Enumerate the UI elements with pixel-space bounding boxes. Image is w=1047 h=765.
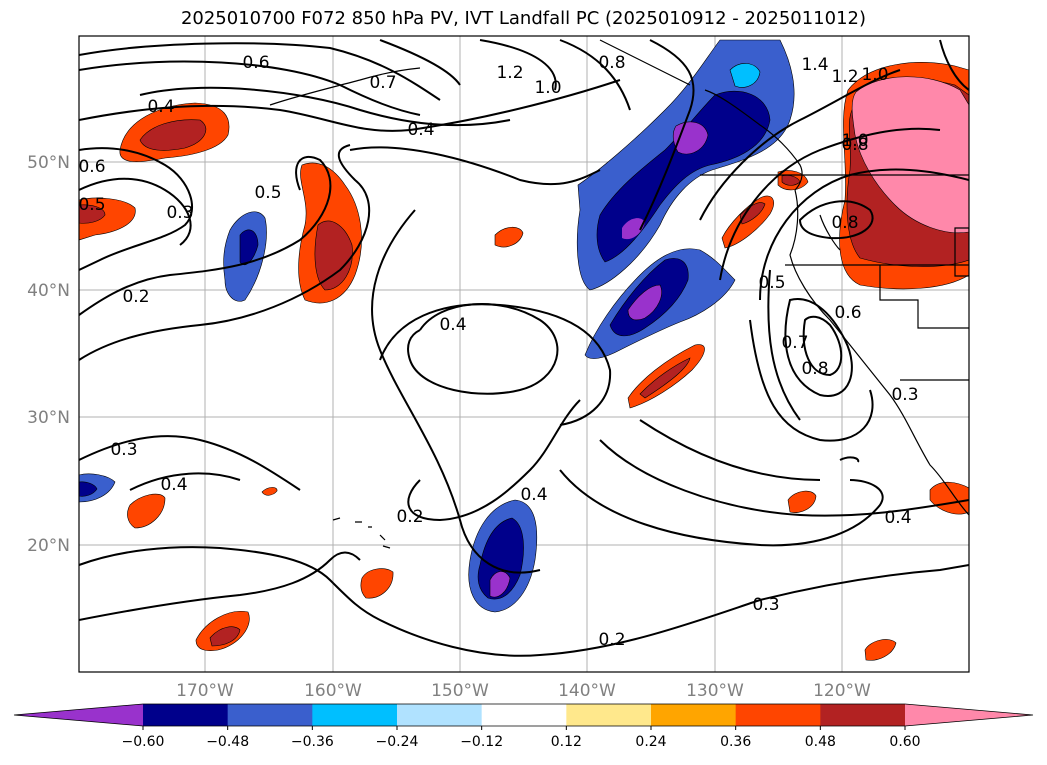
- lon-label-120w: 120°W: [813, 681, 871, 701]
- colorbar-tick-label: −0.24: [376, 734, 419, 750]
- contour-label: 0.4: [147, 97, 174, 117]
- lat-label-30n: 30°N: [27, 408, 70, 428]
- contour-label: 1.0: [534, 78, 561, 98]
- contour-label: 1.2: [831, 67, 858, 87]
- colorbar-tick-label: −0.60: [122, 734, 165, 750]
- lon-label-140w: 140°W: [558, 681, 616, 701]
- contour-label: 0.5: [758, 273, 785, 293]
- lon-label-170w: 170°W: [176, 681, 234, 701]
- contour-label: 1.0: [841, 131, 868, 151]
- coastlines: [269, 39, 969, 549]
- colorbar-bin: [651, 704, 737, 726]
- contour-label: 0.4: [160, 475, 187, 495]
- contour-label: 0.4: [439, 315, 466, 335]
- contour-label: 0.8: [841, 135, 868, 155]
- contour-label: 0.3: [891, 385, 918, 405]
- contour-label: 0.2: [122, 287, 149, 307]
- contour-labels: 0.6 0.7 1.0 1.2 1.0 0.8 1.4 1.2 1.0 0.4 …: [78, 53, 919, 650]
- negative-anomaly-fills: [79, 39, 795, 613]
- colorbar-bin: [312, 704, 398, 726]
- contour-label: 0.3: [166, 203, 193, 223]
- lat-label-40n: 40°N: [27, 281, 70, 301]
- contour-label: 0.7: [369, 73, 396, 93]
- contour-label: 1.2: [496, 63, 523, 83]
- colorbar-tick-label: −0.12: [460, 734, 503, 750]
- contour-label: 0.8: [598, 53, 625, 73]
- colorbar-tick-label: 0.60: [889, 734, 920, 750]
- colorbar-bin: [227, 704, 313, 726]
- colorbar-bin: [735, 704, 821, 726]
- contour-label: 0.6: [78, 157, 105, 177]
- lon-label-160w: 160°W: [304, 681, 362, 701]
- colorbar-bin: [820, 704, 906, 726]
- contour-label: 0.6: [242, 53, 269, 73]
- colorbar-tick-label: 0.36: [720, 734, 751, 750]
- contour-label: 1.0: [861, 65, 888, 85]
- contour-label: 0.4: [884, 508, 911, 528]
- colorbar-bin: [481, 704, 567, 726]
- contour-label: 0.4: [520, 485, 547, 505]
- positive-anomaly-fills: [79, 62, 969, 661]
- contour-label: 0.2: [598, 630, 625, 650]
- colorbar-extend-max: [905, 704, 1033, 726]
- map-title: 2025010700 F072 850 hPa PV, IVT Landfall…: [180, 8, 867, 29]
- colorbar-tick-label: 0.48: [805, 734, 836, 750]
- lat-label-20n: 20°N: [27, 536, 70, 556]
- lon-label-150w: 150°W: [431, 681, 489, 701]
- colorbar-bin: [397, 704, 483, 726]
- contour-label: 0.7: [781, 333, 808, 353]
- lon-tick-labels: 170°W 160°W 150°W 140°W 130°W 120°W: [176, 681, 871, 701]
- colorbar: −0.60 −0.48 −0.36 −0.24 −0.12 0.12 0.24 0.36 0.4…: [13, 703, 1034, 750]
- contour-label: 0.5: [78, 195, 105, 215]
- colorbar-tick-label: 0.24: [635, 734, 666, 750]
- contour-label: 0.3: [110, 440, 137, 460]
- colorbar-tick-label: 0.12: [551, 734, 582, 750]
- lat-tick-labels: 50°N 40°N 30°N 20°N: [27, 153, 70, 556]
- contour-label: 0.4: [407, 120, 434, 140]
- lon-label-130w: 130°W: [686, 681, 744, 701]
- lat-label-50n: 50°N: [27, 153, 70, 173]
- contour-label: 0.6: [834, 303, 861, 323]
- contour-label: 0.8: [801, 359, 828, 379]
- contour-label: 1.4: [801, 55, 828, 75]
- colorbar-tick-label: −0.36: [291, 734, 334, 750]
- contour-label: 0.2: [396, 507, 423, 527]
- colorbar-bin: [566, 704, 652, 726]
- colorbar-tick-label: −0.48: [206, 734, 249, 750]
- map-border: [78, 35, 970, 673]
- colorbar-bin: [143, 704, 229, 726]
- contour-label: 0.5: [254, 183, 281, 203]
- contour-label: 0.3: [752, 595, 779, 615]
- colorbar-extend-min: [14, 704, 143, 726]
- pv-contours: [79, 39, 969, 657]
- contour-label: 0.8: [831, 213, 858, 233]
